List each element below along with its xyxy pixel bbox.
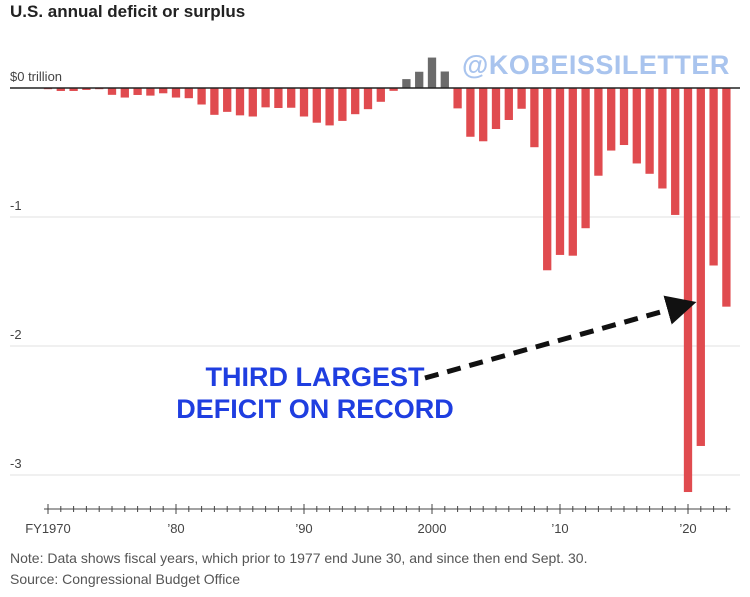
watermark-handle: @KOBEISSILETTER — [462, 50, 730, 80]
bar-2004 — [479, 88, 488, 142]
bar-1989 — [287, 88, 296, 108]
bar-2005 — [491, 88, 501, 130]
x-axis: FY1970 ’80 ’90 2000 ’10 ’20 — [25, 504, 731, 536]
y-tick-label: -3 — [10, 456, 22, 471]
bar-2021 — [696, 88, 705, 446]
source-line: Source: Congressional Budget Office — [10, 571, 241, 587]
bar-1991 — [312, 88, 321, 123]
bar-1971 — [56, 88, 65, 91]
y-tick-label: -2 — [10, 327, 22, 342]
bar-1981 — [184, 88, 193, 99]
bars — [43, 57, 731, 493]
x-tick-label: ’20 — [679, 521, 696, 536]
bar-1993 — [338, 88, 347, 121]
bar-2018 — [658, 88, 667, 189]
bar-1990 — [299, 88, 309, 117]
bar-2020 — [683, 88, 693, 493]
bar-2015 — [619, 88, 629, 146]
bar-2006 — [504, 88, 513, 120]
x-tick-label: 2000 — [418, 521, 447, 536]
bar-1994 — [351, 88, 360, 115]
bar-1987 — [261, 88, 270, 108]
y-tick-labels: $0 trillion -1 -2 -3 — [10, 69, 62, 471]
bar-2013 — [594, 88, 603, 176]
callout-line-1: THIRD LARGEST — [205, 362, 425, 392]
x-tick-label: ’10 — [551, 521, 568, 536]
bar-2011 — [568, 88, 577, 256]
x-tick-label: ’90 — [295, 521, 312, 536]
bar-1977 — [133, 88, 142, 95]
bar-2003 — [466, 88, 475, 137]
bar-1979 — [159, 88, 168, 94]
callout-text: THIRD LARGEST DEFICIT ON RECORD — [150, 361, 480, 425]
bar-1975 — [107, 88, 117, 95]
x-tick-label: ’80 — [167, 521, 184, 536]
bar-1996 — [376, 88, 385, 102]
footnote: Note: Data shows fiscal years, which pri… — [10, 550, 588, 566]
bar-1995 — [363, 88, 373, 110]
bar-2001 — [440, 71, 449, 88]
bar-2000 — [427, 57, 437, 88]
bar-2019 — [671, 88, 680, 215]
bar-1984 — [223, 88, 232, 112]
bar-1998 — [402, 79, 411, 88]
bar-2014 — [607, 88, 616, 151]
bar-1997 — [389, 88, 398, 91]
gridlines — [10, 216, 740, 476]
callout-line-2: DEFICIT ON RECORD — [176, 394, 454, 424]
bar-2002 — [453, 88, 462, 109]
bar-1982 — [197, 88, 206, 105]
bar-2008 — [530, 88, 539, 148]
bar-2023 — [722, 88, 731, 307]
bar-2012 — [581, 88, 590, 229]
y-tick-label: $0 trillion — [10, 69, 62, 84]
bar-1985 — [235, 88, 245, 116]
bar-2017 — [645, 88, 654, 174]
bar-2007 — [517, 88, 526, 109]
bar-1992 — [325, 88, 334, 126]
bar-1973 — [82, 88, 91, 90]
bar-1978 — [146, 88, 155, 96]
bar-2016 — [632, 88, 641, 164]
bar-1983 — [210, 88, 219, 115]
bar-1976 — [120, 88, 129, 98]
x-tick-label: FY1970 — [25, 521, 71, 536]
bar-1988 — [274, 88, 283, 108]
bar-2009 — [543, 88, 552, 271]
y-tick-label: -1 — [10, 198, 22, 213]
chart-title: U.S. annual deficit or surplus — [10, 2, 246, 21]
bar-1999 — [415, 71, 424, 88]
bar-2022 — [709, 88, 718, 266]
bar-1980 — [171, 88, 181, 98]
bar-1972 — [69, 88, 78, 91]
bar-1986 — [248, 88, 257, 117]
bar-2010 — [555, 88, 565, 255]
